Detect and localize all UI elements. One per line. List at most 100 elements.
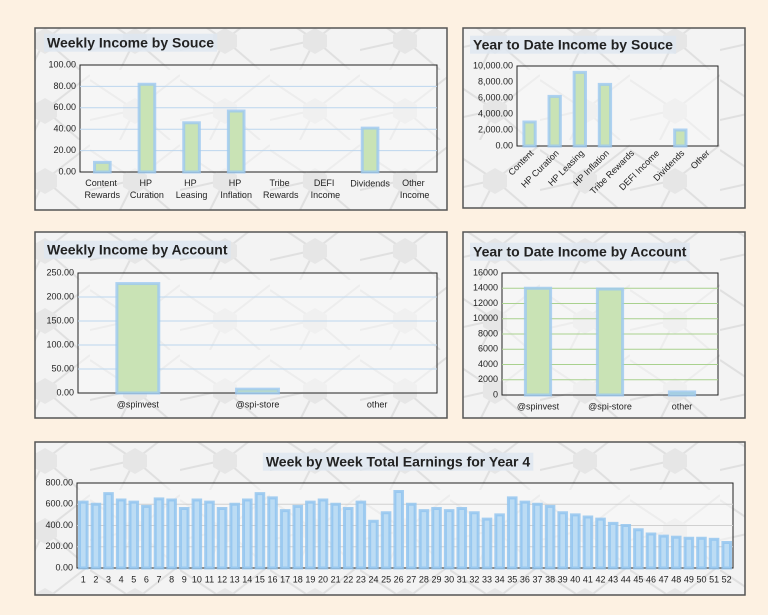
y-tick-label: 20.00 (53, 145, 76, 155)
y-tick-label: 10,000.00 (473, 60, 513, 70)
bar (141, 504, 152, 570)
x-tick-label: 31 (457, 574, 467, 584)
x-tick-label: 20 (318, 574, 328, 584)
x-tick-label: 43 (608, 574, 618, 584)
bar (544, 504, 556, 570)
x-tick-label: 45 (633, 574, 643, 584)
x-tick-label: @spi-store (588, 401, 632, 411)
bar (570, 513, 581, 570)
x-tick-label: 50 (696, 574, 706, 584)
bar (115, 282, 161, 395)
bar (380, 511, 392, 570)
x-tick-label: other (367, 399, 388, 409)
y-tick-label: 80.00 (53, 81, 76, 91)
x-tick-label: Content Rewards (85, 178, 121, 200)
chart-title: Week by Week Total Earnings for Year 4 (266, 454, 531, 470)
bar (418, 509, 430, 570)
bar (267, 496, 278, 570)
x-tick-label: 29 (432, 574, 442, 584)
bar (595, 517, 606, 570)
x-tick-label: 30 (444, 574, 454, 584)
bar (226, 109, 246, 174)
y-tick-label: 16000 (473, 267, 498, 277)
x-tick-label: 3 (106, 574, 111, 584)
y-tick-label: 800.00 (45, 477, 73, 487)
bar (456, 507, 468, 570)
bar (522, 120, 537, 148)
bar (670, 535, 682, 570)
bar (708, 537, 720, 570)
title-highlight (44, 240, 231, 259)
x-tick-label: 36 (520, 574, 530, 584)
bar (595, 287, 625, 397)
x-tick-label: 15 (255, 574, 265, 584)
x-tick-label: 14 (242, 574, 252, 584)
y-tick-label: 8,000.00 (478, 76, 513, 86)
bar (667, 390, 697, 397)
bar (355, 500, 367, 570)
bar (178, 507, 190, 570)
bar (93, 160, 112, 174)
x-tick-label: 23 (356, 574, 366, 584)
x-tick-label: 48 (671, 574, 681, 584)
y-tick-label: 0.00 (58, 166, 76, 176)
x-tick-label: 24 (368, 574, 378, 584)
y-tick-label: 150.00 (46, 315, 74, 325)
bar (229, 502, 240, 570)
x-tick-label: 38 (545, 574, 555, 584)
x-tick-label: 33 (482, 574, 492, 584)
bar (572, 70, 587, 148)
bar (153, 497, 165, 570)
bar (393, 490, 404, 570)
bar (103, 492, 114, 570)
bar (292, 504, 304, 570)
bar (235, 387, 280, 395)
bar (279, 509, 291, 570)
bar (360, 126, 380, 174)
x-tick-label: 44 (621, 574, 631, 584)
bar (216, 507, 228, 570)
bar (254, 492, 266, 570)
chart-title: Weekly Income by Account (47, 242, 228, 258)
bar (330, 502, 341, 570)
bar (532, 502, 543, 570)
bar (519, 500, 531, 570)
bar (597, 82, 613, 148)
x-tick-label: HP Inflation (220, 178, 252, 200)
bar (696, 536, 707, 570)
x-tick-label: 28 (419, 574, 429, 584)
bar (494, 513, 505, 570)
y-tick-label: 10000 (473, 313, 498, 323)
bar (342, 507, 354, 570)
bar (137, 82, 157, 174)
y-tick-label: 0 (493, 389, 498, 399)
x-tick-label: 1 (81, 574, 86, 584)
x-tick-label: 7 (156, 574, 161, 584)
x-tick-label: 18 (293, 574, 303, 584)
chart-title: Year to Date Income by Account (473, 244, 687, 260)
y-tick-label: 6,000.00 (478, 92, 513, 102)
x-tick-label: 40 (570, 574, 580, 584)
x-tick-label: @spinvest (517, 401, 560, 411)
x-tick-label: 17 (280, 574, 290, 584)
x-tick-label: 41 (583, 574, 593, 584)
bar (547, 94, 562, 148)
bar (305, 500, 316, 570)
y-tick-label: 100.00 (46, 339, 74, 349)
bar (523, 286, 553, 397)
x-tick-label: 35 (507, 574, 517, 584)
x-tick-label: 27 (406, 574, 416, 584)
x-tick-label: 10 (192, 574, 202, 584)
y-tick-label: 40.00 (53, 124, 76, 134)
y-tick-label: 8000 (478, 328, 498, 338)
x-tick-label: 6 (144, 574, 149, 584)
x-tick-label: HP Leasing (176, 178, 208, 200)
chart-title: Year to Date Income by Souce (473, 37, 673, 53)
x-tick-label: 42 (596, 574, 606, 584)
bar (115, 498, 127, 570)
bar (645, 532, 657, 570)
x-tick-label: Dividends (350, 178, 390, 188)
x-tick-label: Tribe Rewards (263, 178, 299, 200)
x-tick-label: other (672, 401, 693, 411)
